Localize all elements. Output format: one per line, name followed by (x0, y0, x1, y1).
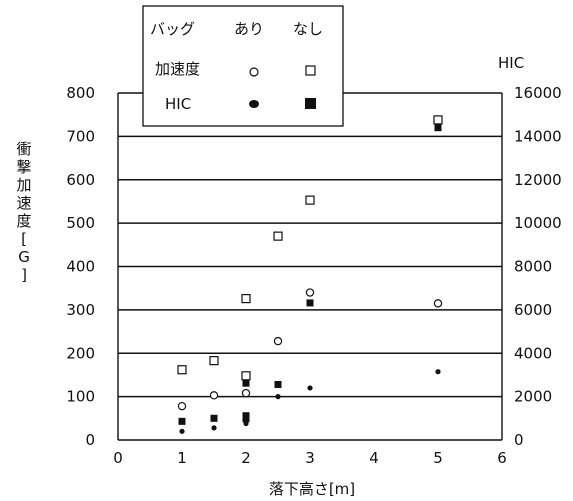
point-accel-nashi (241, 293, 251, 304)
point-accel-ari (305, 288, 315, 297)
x-tick-label: 4 (369, 449, 379, 467)
y2-axis-label: HIC (498, 54, 524, 72)
y-tick-label: 600 (66, 171, 95, 189)
point-hic-ari (211, 425, 217, 431)
legend-marker-hic-ari (249, 100, 259, 108)
point-accel-ari (209, 391, 219, 400)
legend-header-nashi: なし (293, 20, 323, 38)
y-ticks: 0 100 200 300 400 500 600 700 800 (66, 84, 95, 449)
y-axis-label: 衝撃加速度[G] (16, 140, 31, 284)
x-axis-label: 落下高さ[m] (269, 480, 355, 498)
y-tick-label: 700 (66, 127, 95, 145)
x-tick-label: 5 (433, 449, 443, 467)
point-accel-nashi (209, 356, 219, 366)
legend-row-accel: 加速度 (155, 60, 200, 78)
point-hic-ari (179, 428, 185, 434)
point-accel-ari (241, 388, 251, 398)
y2-tick-label: 14000 (514, 127, 562, 145)
point-hic-nashi (210, 414, 218, 422)
y2-tick-label: 6000 (514, 301, 552, 319)
y-tick-label: 500 (66, 214, 95, 232)
point-hic-nashi (274, 380, 282, 388)
point-accel-nashi (433, 115, 443, 125)
y2-tick-label: 2000 (514, 388, 552, 406)
point-hic-ari (307, 385, 313, 391)
x-ticks: 0 1 2 3 4 5 6 (113, 449, 507, 467)
point-accel-ari (433, 299, 443, 308)
y2-tick-label: 0 (514, 431, 524, 449)
x-tick-label: 2 (241, 449, 251, 467)
legend: バッグ あり なし 加速度 HIC (142, 5, 344, 127)
x-tick-label: 6 (497, 449, 507, 467)
legend-marker-hic-nashi (305, 98, 316, 109)
y-tick-label: 0 (85, 431, 95, 449)
y-tick-label: 300 (66, 301, 95, 319)
legend-row-hic: HIC (165, 95, 191, 113)
y-tick-label: 400 (66, 258, 95, 276)
data-points (177, 115, 443, 434)
y-tick-label: 800 (66, 84, 95, 102)
y2-tick-label: 10000 (514, 214, 562, 232)
plot-frame (117, 93, 503, 440)
legend-marker-accel-ari (249, 67, 259, 77)
y2-tick-label: 4000 (514, 344, 552, 362)
point-hic-nashi (434, 124, 442, 132)
legend-header-bag: バッグ (150, 20, 195, 38)
y-tick-label: 100 (66, 388, 95, 406)
y2-ticks: 0 2000 4000 6000 8000 10000 12000 14000 16000 (514, 84, 562, 449)
point-accel-nashi (177, 365, 187, 375)
point-hic-nashi (178, 417, 186, 425)
x-tick-label: 1 (177, 449, 187, 467)
y2-tick-label: 12000 (514, 171, 562, 189)
point-accel-nashi (241, 371, 251, 381)
legend-marker-accel-nashi (305, 65, 316, 76)
y2-tick-label: 8000 (514, 258, 552, 276)
point-hic-ari (435, 369, 441, 375)
point-hic-nashi (242, 379, 250, 387)
point-accel-ari (177, 401, 187, 411)
point-accel-ari (273, 336, 283, 346)
x-tick-label: 3 (305, 449, 315, 467)
y-tick-label: 200 (66, 344, 95, 362)
x-tick-label: 0 (113, 449, 123, 467)
point-accel-nashi (273, 231, 283, 241)
y2-tick-label: 16000 (514, 84, 562, 102)
legend-header-ari: あり (234, 20, 264, 38)
point-accel-nashi (305, 195, 315, 205)
point-hic-ari (275, 394, 281, 400)
point-hic-nashi (242, 412, 250, 420)
point-hic-nashi (306, 299, 314, 307)
